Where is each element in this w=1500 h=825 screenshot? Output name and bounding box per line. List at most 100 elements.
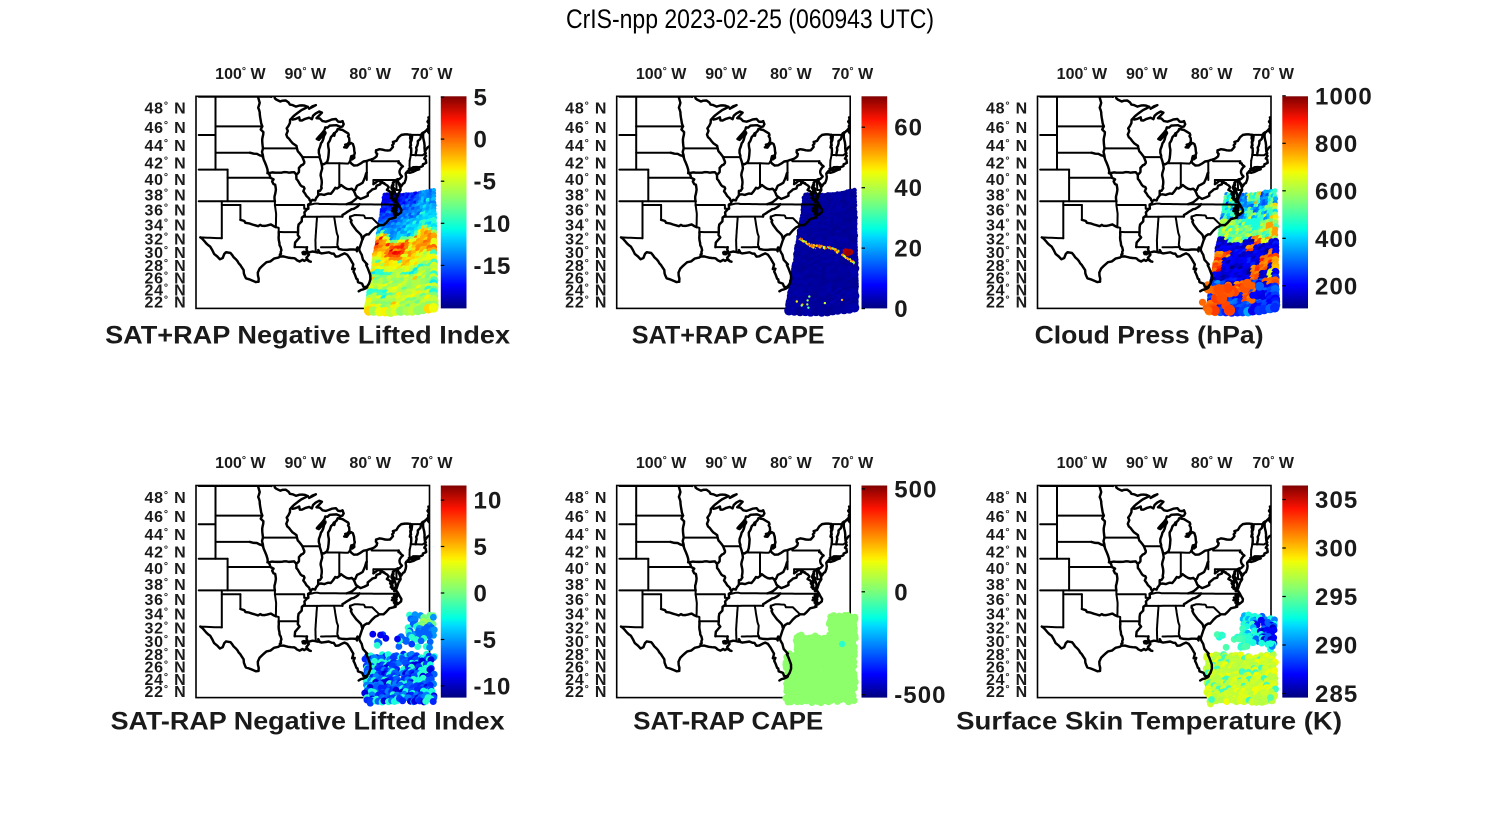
svg-text:36° N: 36° N: [144, 202, 186, 220]
svg-text:1000: 1000: [1315, 83, 1373, 110]
svg-text:32° N: 32° N: [144, 230, 186, 248]
svg-text:36° N: 36° N: [565, 202, 607, 220]
svg-text:28° N: 28° N: [986, 257, 1028, 275]
svg-text:36° N: 36° N: [986, 202, 1028, 220]
svg-text:70° W: 70° W: [832, 454, 874, 472]
svg-text:34° N: 34° N: [144, 216, 186, 234]
svg-text:46° N: 46° N: [144, 508, 186, 526]
svg-text:Surface Skin Temperature (K): Surface Skin Temperature (K): [956, 708, 1342, 736]
svg-text:500: 500: [894, 476, 937, 503]
svg-text:80° W: 80° W: [349, 454, 391, 472]
svg-text:22° N: 22° N: [565, 683, 607, 701]
svg-text:0: 0: [894, 296, 908, 323]
svg-text:22° N: 22° N: [144, 294, 186, 312]
svg-text:26° N: 26° N: [565, 270, 607, 288]
svg-text:-500: -500: [894, 682, 946, 709]
svg-text:22° N: 22° N: [986, 294, 1028, 312]
svg-text:34° N: 34° N: [565, 606, 607, 624]
svg-text:-15: -15: [474, 253, 512, 280]
svg-text:36° N: 36° N: [144, 591, 186, 609]
svg-text:28° N: 28° N: [144, 257, 186, 275]
svg-text:46° N: 46° N: [565, 508, 607, 526]
svg-text:38° N: 38° N: [986, 187, 1028, 205]
svg-text:285: 285: [1315, 681, 1358, 708]
svg-text:26° N: 26° N: [144, 659, 186, 677]
svg-text:SAT+RAP CAPE: SAT+RAP CAPE: [632, 321, 825, 349]
svg-text:40° N: 40° N: [144, 560, 186, 578]
svg-text:22° N: 22° N: [986, 683, 1028, 701]
svg-text:-10: -10: [474, 211, 512, 238]
svg-text:0: 0: [474, 581, 488, 608]
svg-text:SAT+RAP Negative Lifted Index: SAT+RAP Negative Lifted Index: [105, 321, 510, 349]
svg-text:80° W: 80° W: [349, 65, 391, 83]
svg-text:44° N: 44° N: [144, 137, 186, 155]
svg-text:40° N: 40° N: [986, 560, 1028, 578]
svg-text:-5: -5: [474, 169, 498, 196]
svg-text:48° N: 48° N: [144, 489, 186, 507]
svg-text:800: 800: [1315, 131, 1358, 158]
svg-text:SAT-RAP CAPE: SAT-RAP CAPE: [633, 708, 823, 736]
svg-text:90° W: 90° W: [285, 454, 327, 472]
svg-text:30° N: 30° N: [144, 244, 186, 262]
svg-text:40° N: 40° N: [565, 171, 607, 189]
svg-text:42° N: 42° N: [986, 154, 1028, 172]
svg-text:90° W: 90° W: [1126, 454, 1168, 472]
svg-text:34° N: 34° N: [565, 216, 607, 234]
svg-text:22° N: 22° N: [565, 294, 607, 312]
svg-text:24° N: 24° N: [986, 671, 1028, 689]
svg-text:38° N: 38° N: [144, 187, 186, 205]
svg-text:48° N: 48° N: [565, 100, 607, 118]
svg-text:100° W: 100° W: [1057, 454, 1108, 472]
svg-text:40° N: 40° N: [144, 171, 186, 189]
svg-text:34° N: 34° N: [986, 606, 1028, 624]
svg-text:0: 0: [474, 127, 488, 154]
svg-text:30° N: 30° N: [144, 633, 186, 651]
svg-text:48° N: 48° N: [986, 100, 1028, 118]
svg-text:32° N: 32° N: [144, 620, 186, 638]
svg-text:42° N: 42° N: [986, 544, 1028, 562]
svg-text:32° N: 32° N: [986, 620, 1028, 638]
svg-text:100° W: 100° W: [1057, 65, 1108, 83]
svg-text:48° N: 48° N: [144, 100, 186, 118]
svg-text:30° N: 30° N: [986, 244, 1028, 262]
svg-text:295: 295: [1315, 584, 1358, 611]
svg-text:42° N: 42° N: [565, 544, 607, 562]
svg-text:70° W: 70° W: [1252, 454, 1294, 472]
svg-text:46° N: 46° N: [986, 119, 1028, 137]
svg-text:80° W: 80° W: [770, 454, 812, 472]
svg-text:200: 200: [1315, 273, 1358, 300]
svg-text:80° W: 80° W: [1191, 454, 1233, 472]
svg-text:32° N: 32° N: [565, 230, 607, 248]
svg-text:26° N: 26° N: [986, 270, 1028, 288]
svg-text:5: 5: [474, 85, 488, 112]
svg-text:305: 305: [1315, 487, 1358, 514]
svg-text:80° W: 80° W: [1191, 65, 1233, 83]
svg-text:400: 400: [1315, 226, 1358, 253]
svg-text:42° N: 42° N: [565, 154, 607, 172]
svg-text:44° N: 44° N: [986, 137, 1028, 155]
svg-text:34° N: 34° N: [986, 216, 1028, 234]
svg-text:-5: -5: [474, 627, 498, 654]
svg-text:100° W: 100° W: [215, 454, 266, 472]
svg-text:60: 60: [894, 115, 923, 142]
svg-text:70° W: 70° W: [411, 454, 453, 472]
svg-text:26° N: 26° N: [565, 659, 607, 677]
svg-text:80° W: 80° W: [770, 65, 812, 83]
svg-text:70° W: 70° W: [832, 65, 874, 83]
svg-text:5: 5: [474, 534, 488, 561]
svg-text:300: 300: [1315, 536, 1358, 563]
svg-text:28° N: 28° N: [565, 257, 607, 275]
svg-text:24° N: 24° N: [144, 282, 186, 300]
svg-text:44° N: 44° N: [565, 526, 607, 544]
svg-text:90° W: 90° W: [705, 454, 747, 472]
svg-text:42° N: 42° N: [144, 154, 186, 172]
svg-text:CrIS-npp 2023-02-25 (060943 UT: CrIS-npp 2023-02-25 (060943 UTC): [566, 4, 934, 34]
svg-text:26° N: 26° N: [144, 270, 186, 288]
svg-text:100° W: 100° W: [215, 65, 266, 83]
svg-text:34° N: 34° N: [144, 606, 186, 624]
svg-text:22° N: 22° N: [144, 683, 186, 701]
svg-text:100° W: 100° W: [636, 65, 687, 83]
svg-text:40° N: 40° N: [986, 171, 1028, 189]
svg-text:46° N: 46° N: [565, 119, 607, 137]
svg-text:38° N: 38° N: [144, 576, 186, 594]
